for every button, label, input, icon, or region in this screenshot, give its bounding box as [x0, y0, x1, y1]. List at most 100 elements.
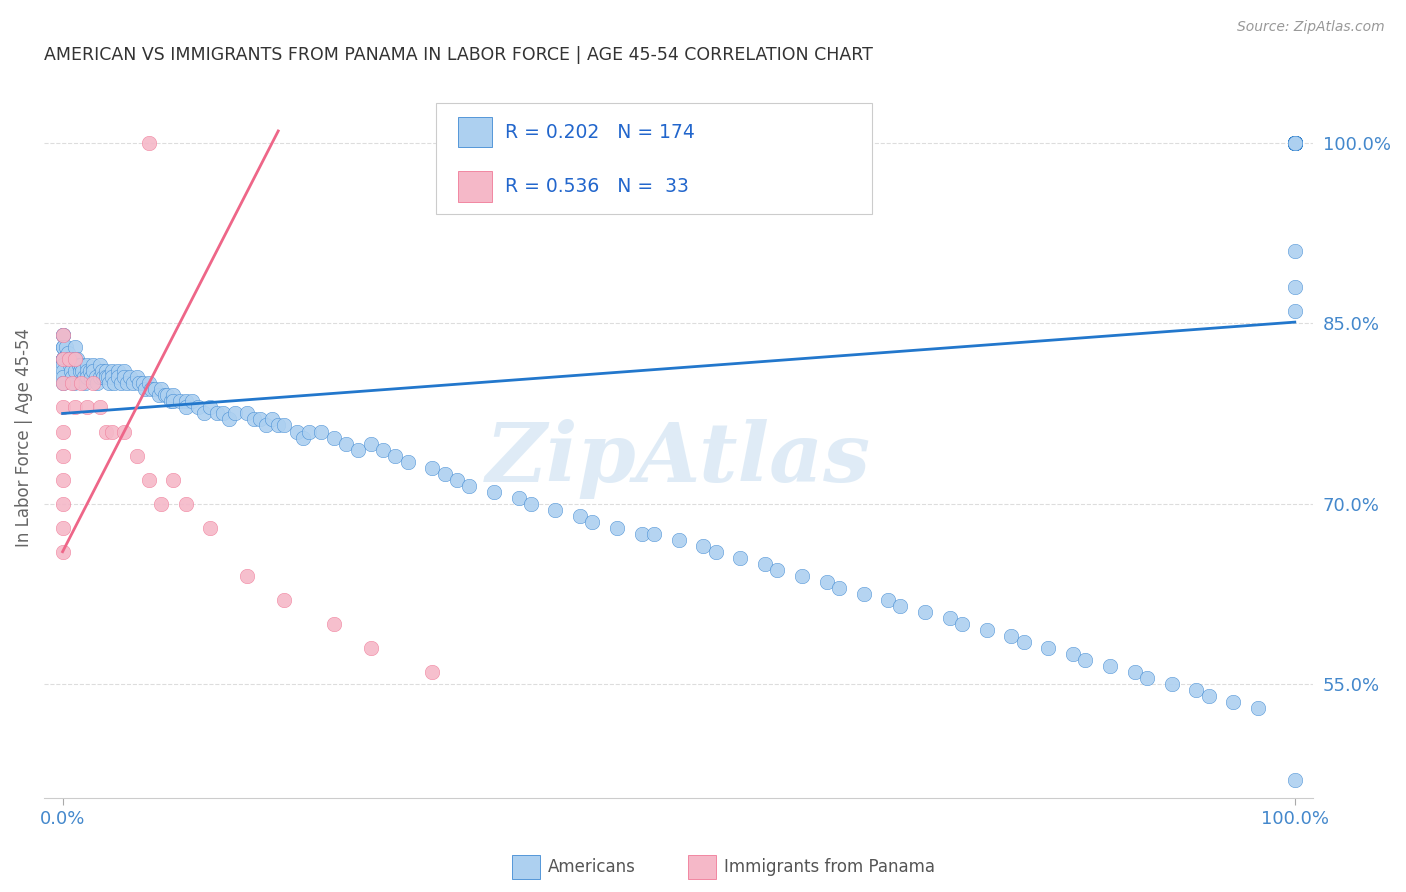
Point	[89, 359, 111, 373]
Point	[606, 521, 628, 535]
Point	[766, 563, 789, 577]
Point	[790, 568, 813, 582]
Point	[82, 359, 104, 373]
Point	[52, 340, 75, 354]
Point	[852, 587, 875, 601]
Point	[1098, 659, 1121, 673]
Point	[107, 370, 129, 384]
Point	[730, 550, 752, 565]
Point	[70, 359, 93, 373]
Point	[311, 425, 333, 439]
Point	[52, 401, 75, 415]
Point	[72, 364, 94, 378]
Point	[1284, 136, 1306, 150]
Point	[52, 521, 75, 535]
Point	[91, 370, 114, 384]
Point	[181, 394, 204, 409]
Point	[52, 364, 75, 378]
Point	[138, 473, 160, 487]
Point	[1284, 136, 1306, 150]
Point	[1284, 244, 1306, 259]
Point	[200, 401, 222, 415]
Point	[97, 370, 120, 384]
Point	[298, 425, 321, 439]
Point	[384, 449, 406, 463]
Point	[335, 436, 357, 450]
Point	[52, 328, 75, 343]
Point	[110, 376, 132, 391]
Point	[1284, 304, 1306, 318]
Point	[52, 352, 75, 367]
Point	[458, 478, 481, 492]
Point	[82, 376, 104, 391]
Point	[52, 497, 75, 511]
Point	[1284, 136, 1306, 150]
Point	[224, 407, 246, 421]
Point	[52, 352, 75, 367]
Point	[360, 640, 382, 655]
Point	[754, 557, 776, 571]
Point	[121, 376, 143, 391]
Point	[62, 376, 84, 391]
Point	[433, 467, 456, 481]
Point	[939, 611, 962, 625]
Point	[52, 352, 75, 367]
Point	[1284, 136, 1306, 150]
Point	[482, 484, 505, 499]
Point	[59, 359, 82, 373]
Point	[143, 383, 166, 397]
Point	[1284, 136, 1306, 150]
Point	[643, 526, 665, 541]
Point	[63, 352, 86, 367]
Point	[273, 592, 295, 607]
Point	[56, 346, 79, 360]
Point	[79, 364, 101, 378]
Point	[420, 665, 443, 679]
Point	[150, 497, 173, 511]
Point	[162, 394, 184, 409]
Point	[101, 364, 124, 378]
Point	[1284, 136, 1306, 150]
Point	[1284, 136, 1306, 150]
Point	[91, 364, 114, 378]
Point	[1160, 677, 1182, 691]
Point	[103, 376, 125, 391]
Point	[63, 364, 86, 378]
Point	[89, 401, 111, 415]
Text: Immigrants from Panama: Immigrants from Panama	[724, 858, 935, 876]
Point	[84, 370, 107, 384]
Point	[107, 364, 129, 378]
Point	[76, 364, 98, 378]
Point	[70, 376, 93, 391]
Point	[60, 364, 83, 378]
Point	[211, 407, 233, 421]
Point	[1284, 773, 1306, 788]
Point	[134, 383, 156, 397]
Point	[1284, 136, 1306, 150]
Point	[69, 364, 91, 378]
Point	[1185, 682, 1208, 697]
Text: R = 0.536   N =  33: R = 0.536 N = 33	[505, 177, 689, 196]
Point	[162, 473, 184, 487]
Point	[52, 425, 75, 439]
Point	[55, 340, 77, 354]
Point	[80, 370, 103, 384]
Point	[267, 418, 290, 433]
Point	[262, 412, 284, 426]
Point	[67, 359, 90, 373]
Point	[1012, 635, 1035, 649]
Point	[815, 574, 838, 589]
Point	[1038, 640, 1060, 655]
Point	[322, 430, 344, 444]
Point	[1284, 136, 1306, 150]
Point	[52, 328, 75, 343]
Point	[52, 449, 75, 463]
Point	[76, 359, 98, 373]
Point	[101, 425, 124, 439]
Point	[125, 449, 148, 463]
Point	[162, 388, 184, 402]
Point	[63, 401, 86, 415]
Point	[169, 394, 191, 409]
Point	[1284, 136, 1306, 150]
Point	[94, 425, 117, 439]
